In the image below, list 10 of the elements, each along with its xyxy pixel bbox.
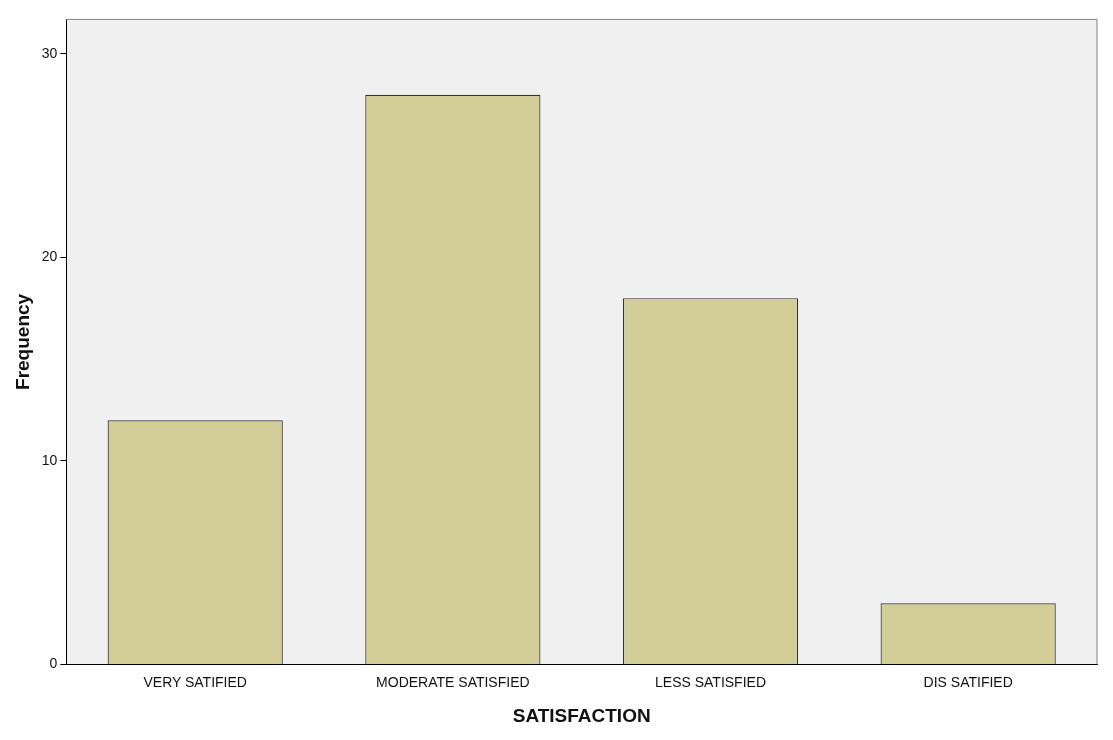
y-tick-label: 10 xyxy=(41,451,58,468)
y-tick-label: 20 xyxy=(41,248,58,265)
y-tick-label: 0 xyxy=(49,655,58,672)
x-tick-label: LESS SATISFIED xyxy=(655,673,767,690)
x-tick-label: VERY SATIFIED xyxy=(143,673,247,690)
x-tick-label: DIS SATIFIED xyxy=(923,673,1013,690)
x-tick-label: MODERATE SATISFIED xyxy=(376,673,530,690)
y-axis-title: Frequency xyxy=(11,293,33,390)
x-axis-title: SATISFACTION xyxy=(512,704,651,726)
y-tick-label: 30 xyxy=(41,44,58,61)
